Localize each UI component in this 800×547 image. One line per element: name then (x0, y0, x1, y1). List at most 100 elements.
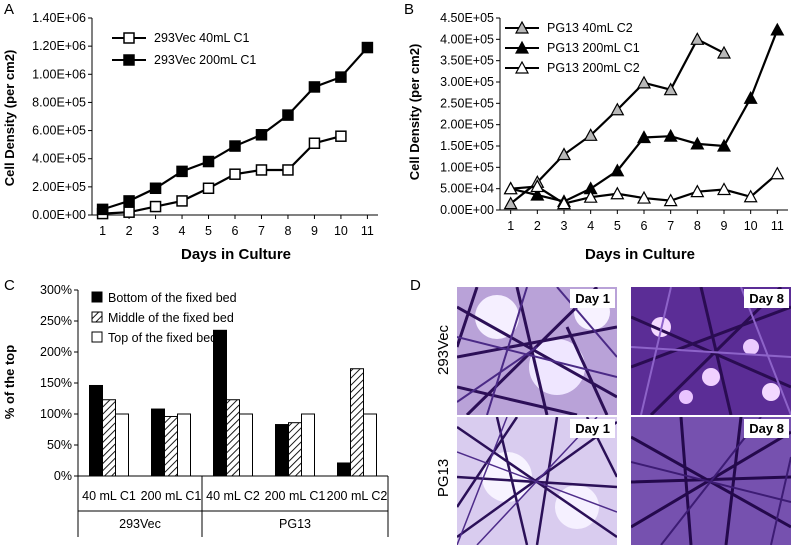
chart-b-series-1-point (690, 136, 705, 150)
chart-a-series-1-point (255, 129, 268, 141)
chart-c-legend-label: Bottom of the fixed bed (108, 291, 237, 305)
chart-b-series-2-point (583, 189, 598, 203)
chart-a-legend-label: 293Vec 200mL C1 (154, 53, 256, 67)
chart-c-bar-series-2 (301, 413, 315, 477)
chart-a: 0.00E+00 2.00E+05 4.00E+05 6.00E+05 8.00E+05… (2, 11, 378, 263)
chart-b-series-1-point (770, 22, 785, 36)
chart-b-legend-label: PG13 40mL C2 (547, 21, 633, 35)
micrograph-pg13-day8: Day 8 (631, 417, 791, 545)
chart-a-series-0-point (335, 130, 347, 142)
chart-a-series-0-point (308, 137, 321, 149)
chart-b-y-tick-label: 2.50E+05 (440, 96, 494, 110)
chart-b-series-0-point (716, 45, 732, 59)
chart-b-x-tick-label: 5 (614, 219, 621, 233)
chart-b-series-1-point (663, 128, 678, 142)
chart-c-bar-series-0 (89, 384, 103, 477)
chart-b-series-2-point (556, 196, 572, 210)
chart-a-series-1-point (282, 109, 294, 121)
chart-a-x-tick-label: 9 (311, 224, 318, 238)
panel-label-a: A (4, 1, 14, 18)
chart-c-bar-series-2 (239, 413, 253, 477)
chart-b-y-tick-label: 3.50E+05 (440, 54, 494, 68)
chart-a-series-1-point (229, 140, 241, 152)
chart-c-legend-label: Middle of the fixed bed (108, 311, 234, 325)
chart-a-series-0-point (202, 182, 215, 195)
chart-b-x-tick-label: 8 (694, 219, 701, 233)
chart-a-series-1-point (123, 195, 135, 207)
chart-b-y-tick-label: 5.00E+04 (440, 182, 494, 196)
chart-a-series-1-point (176, 165, 188, 178)
chart-b-series-2-point (663, 193, 678, 207)
chart-b-series-1-point (716, 138, 732, 152)
chart-a-y-tick-label: 1.20E+06 (32, 39, 86, 53)
chart-b-series-2-point (503, 181, 518, 195)
chart-c-bar-series-1 (288, 422, 302, 477)
chart-c-legend-swatch (91, 331, 103, 343)
chart-a-series-0-point (149, 200, 162, 213)
chart-b-legend-marker (514, 60, 530, 74)
chart-c-bar-series-0 (275, 424, 289, 477)
chart-a-series-0-line (102, 135, 342, 215)
micrograph-image (631, 417, 791, 545)
chart-c-bar-series-1 (226, 399, 240, 477)
panel-label-d: D (410, 277, 421, 294)
chart-a-x-tick-label: 6 (232, 224, 239, 238)
chart-a-series-0-point (123, 206, 135, 218)
chart-a-x-tick-label: 3 (152, 224, 159, 238)
chart-a-legend-marker (123, 32, 135, 44)
chart-c-y-tick-label: 0% (54, 469, 72, 483)
chart-a-series-0-point (255, 164, 268, 176)
chart-a-x-tick-label: 11 (361, 224, 374, 238)
chart-c-y-tick-label: 50% (47, 438, 72, 452)
chart-a-series-1-point (202, 155, 215, 168)
chart-b-series-1-point (530, 187, 545, 201)
chart-b-series-0-point (556, 147, 572, 161)
chart-c-group-label: PG13 (279, 517, 311, 531)
micrograph-293vec-day1: Day 1 (457, 287, 617, 415)
chart-c-bar-series-1 (164, 415, 178, 477)
chart-b-series-0-point (636, 75, 652, 89)
chart-b-x-tick-label: 9 (721, 219, 728, 233)
chart-b-x-tick-label: 11 (771, 219, 784, 233)
chart-c-group-label: 293Vec (119, 517, 161, 531)
micrograph-image (457, 287, 617, 415)
chart-a-series-0-point (282, 164, 294, 176)
chart-c-y-tick-label: 300% (40, 283, 72, 297)
chart-c-bar-series-0 (337, 462, 351, 477)
chart-b-y-tick-label: 3.00E+05 (440, 75, 494, 89)
chart-c-category-label: 200 mL C1 (141, 489, 202, 503)
chart-c-y-tick-label: 250% (40, 314, 72, 328)
chart-a-y-tick-label: 2.00E+05 (32, 180, 86, 194)
chart-a-series-1-point (361, 41, 374, 54)
chart-b-series-2-point (690, 184, 705, 198)
chart-a-x-tick-label: 10 (334, 224, 348, 238)
chart-a-x-axis-label: Days in Culture (181, 246, 291, 263)
chart-b-y-tick-label: 4.50E+05 (440, 11, 494, 25)
micrograph-293vec-day8: Day 8 (631, 287, 791, 415)
panel-label-b: B (404, 1, 414, 18)
chart-c: 0% 50% 100% 150% 200% 250% 300% 40 mL C1 200 mL… (2, 283, 389, 537)
chart-b-series-1-point (636, 130, 652, 144)
chart-b-series-1-point (743, 90, 758, 104)
chart-c-bar-series-0 (151, 408, 165, 477)
chart-b-y-tick-label: 2.00E+05 (440, 118, 494, 132)
chart-c-legend-label: Top of the fixed bed (108, 331, 217, 345)
chart-c-category-label: 200 mL C1 (265, 489, 326, 503)
chart-b-series-2-point (610, 186, 625, 200)
chart-c-bar-series-0 (213, 329, 227, 477)
chart-b-series-2-point (770, 166, 785, 180)
day-label: Day 1 (570, 289, 615, 308)
chart-b-y-tick-label: 4.00E+05 (440, 32, 494, 46)
chart-b-x-tick-label: 7 (667, 219, 674, 233)
chart-c-legend-swatch (91, 311, 103, 323)
chart-a-legend-label: 293Vec 40mL C1 (154, 31, 249, 45)
chart-a-series-1-point (96, 203, 109, 216)
chart-b-legend-label: PG13 200mL C1 (547, 41, 640, 55)
chart-c-category-label: 200 mL C2 (327, 489, 388, 503)
chart-a-x-tick-label: 2 (126, 224, 133, 238)
micrograph-row-label-293vec: 293Vec (435, 324, 452, 375)
chart-b-series-2-point (530, 179, 545, 193)
chart-c-y-tick-label: 100% (40, 407, 72, 421)
panel-label-c: C (4, 277, 15, 294)
chart-b-series-0-point (583, 128, 598, 141)
